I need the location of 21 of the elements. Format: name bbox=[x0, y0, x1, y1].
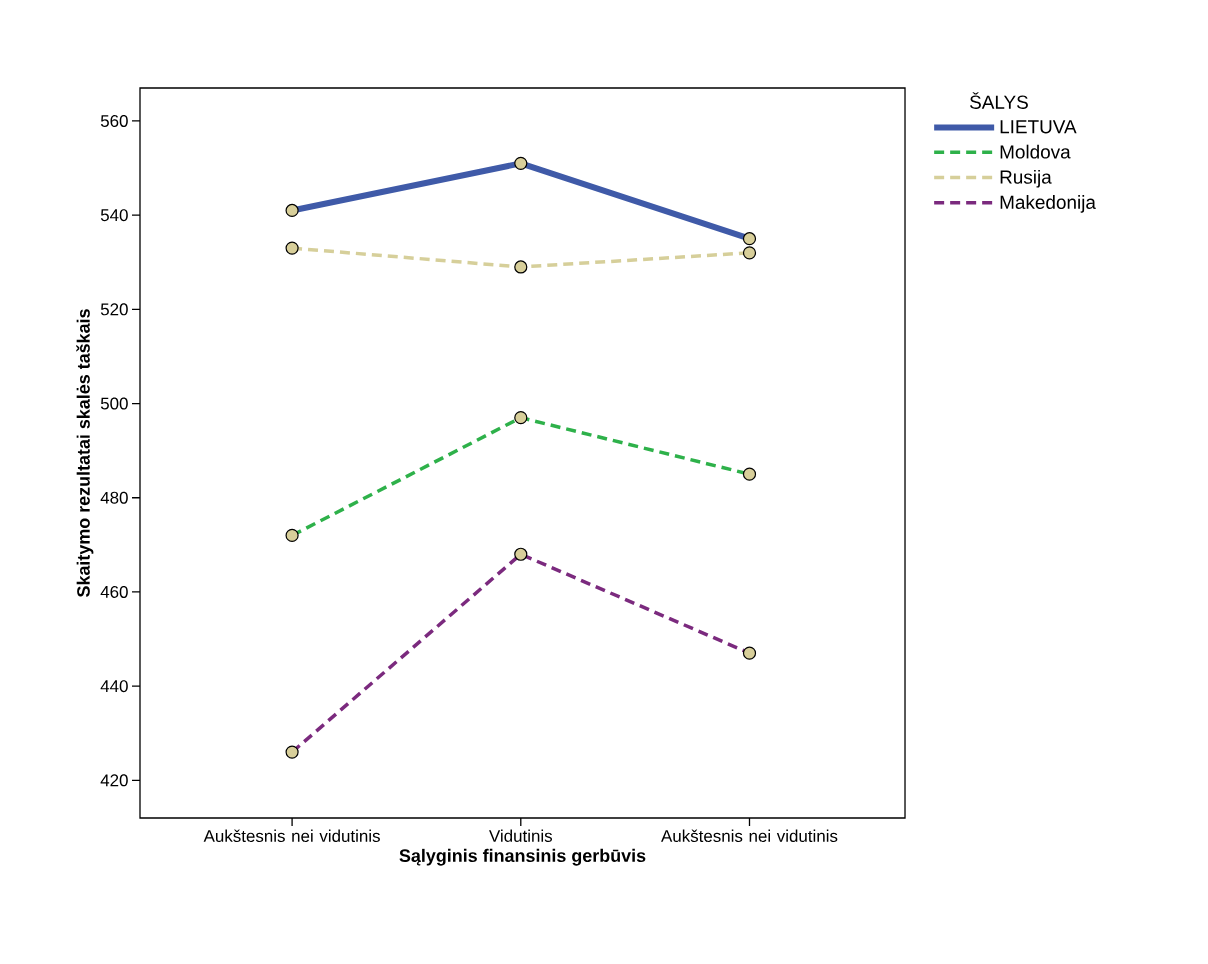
y-tick-label: 460 bbox=[100, 585, 128, 598]
point bbox=[742, 246, 757, 260]
x-tick-label: Aukštesnis nei vidutinis bbox=[661, 829, 838, 843]
y-tick-label: 420 bbox=[100, 774, 128, 787]
point bbox=[285, 241, 299, 255]
x-tick-label: Aukštesnis nei vidutinis bbox=[203, 829, 380, 843]
y-tick-label: 540 bbox=[100, 209, 128, 222]
x-tick-label: Vidutinis bbox=[489, 829, 553, 842]
legend-label: LIETUVA bbox=[1000, 120, 1077, 134]
legend-label: Makedonija bbox=[1000, 195, 1096, 213]
legend-label: Rusija bbox=[1000, 169, 1052, 188]
legend-label: Moldova bbox=[1000, 144, 1071, 159]
y-tick-label: 440 bbox=[100, 680, 128, 693]
y-axis-title: Skaitymo rezultatai skalės taškais bbox=[76, 309, 94, 598]
legend-title: ŠALYS bbox=[970, 92, 1028, 109]
y-tick-label: 500 bbox=[100, 397, 128, 410]
x-axis-title: Sąlyginis finansinis gerbūvis bbox=[399, 848, 646, 866]
y-tick-label: 480 bbox=[100, 491, 128, 504]
y-tick-label: 560 bbox=[100, 114, 128, 127]
y-tick-label: 520 bbox=[100, 303, 128, 316]
point bbox=[514, 260, 528, 274]
